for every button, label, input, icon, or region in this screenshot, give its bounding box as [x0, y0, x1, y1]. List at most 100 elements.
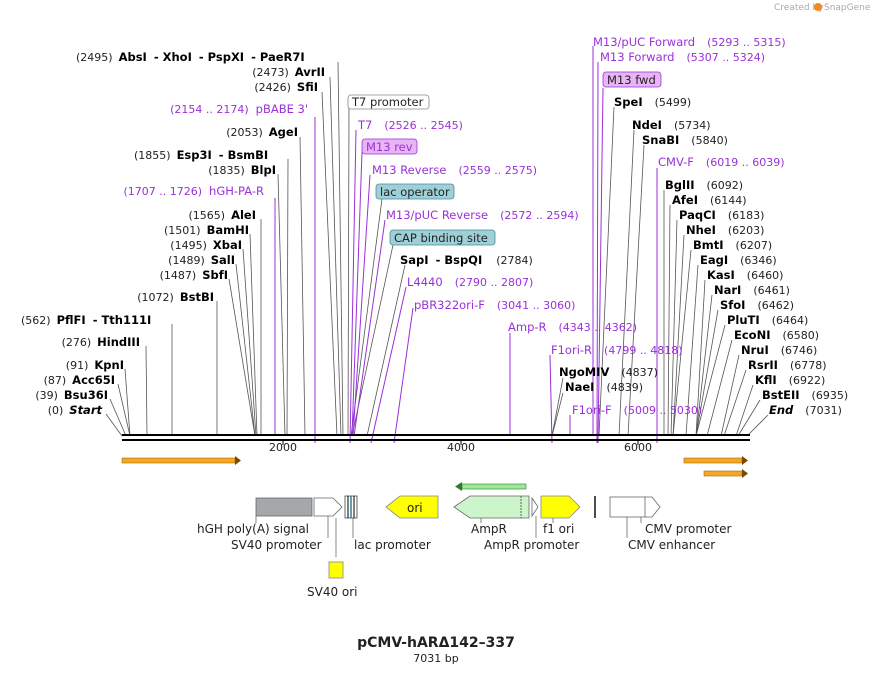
- ori-label: ori: [407, 501, 423, 515]
- sv40-ori-feature: [328, 561, 344, 579]
- primer-pbr322ori-f[interactable]: pBR322ori-F (3041 .. 3060): [414, 298, 575, 312]
- f1-ori-label: f1 ori: [543, 522, 574, 536]
- primer-m13puc-forward[interactable]: M13/pUC Forward (5293 .. 5315): [593, 35, 786, 49]
- primer-m13-reverse[interactable]: M13 Reverse (2559 .. 2575): [372, 163, 537, 177]
- site-avrii[interactable]: (2473) AvrII: [252, 65, 325, 79]
- features-row: [255, 495, 661, 579]
- ruler-ticks: [282, 441, 639, 445]
- site-ngomiv[interactable]: NgoMIV (4837): [559, 365, 658, 379]
- f1-ori-feature: [540, 495, 581, 519]
- hgh-polya-label: hGH poly(A) signal: [197, 522, 309, 536]
- t7-promoter-box[interactable]: [347, 94, 430, 110]
- t7-promoter-label: T7 promoter: [351, 95, 424, 109]
- site-agei[interactable]: (2053) AgeI: [226, 125, 298, 139]
- site-pluti[interactable]: PluTI (6464): [727, 313, 808, 327]
- m13-fwd-label: M13 fwd: [607, 73, 656, 87]
- backbone: [122, 434, 750, 441]
- site-kpni[interactable]: (91) KpnI: [66, 358, 124, 372]
- site-ndei[interactable]: NdeI (5734): [632, 118, 711, 132]
- primer-amp-r[interactable]: Amp-R (4343 .. 4362): [508, 320, 637, 334]
- cap-site-box[interactable]: [389, 229, 496, 246]
- site-kfli[interactable]: KflI (6922): [755, 373, 825, 387]
- site-kasi[interactable]: KasI (6460): [707, 268, 783, 282]
- orf-arrows: [121, 456, 748, 491]
- plasmid-title: pCMV-hARΔ142–337: [357, 635, 515, 651]
- credit-text: Created by: [774, 3, 824, 13]
- site-pflfi[interactable]: (562) PflFI - Tth111I: [21, 313, 151, 327]
- site-esp3i[interactable]: (1855) Esp3I - BsmBI: [134, 148, 268, 162]
- site-sfii[interactable]: (2426) SfiI: [254, 80, 318, 94]
- site-naei[interactable]: NaeI (4839): [565, 380, 643, 394]
- cmv-promoter-feature: [644, 496, 661, 518]
- site-xbai[interactable]: (1495) XbaI: [170, 238, 242, 252]
- lac-operator-label: lac operator: [380, 185, 450, 199]
- snapgene-logo-icon: [814, 3, 822, 11]
- primer-pbabe3[interactable]: (2154 .. 2174) pBABE 3': [170, 102, 308, 116]
- site-afei[interactable]: AfeI (6144): [672, 193, 747, 207]
- site-spei[interactable]: SpeI (5499): [614, 95, 691, 109]
- primer-f1ori-f[interactable]: F1ori-F (5009 .. 5030): [572, 403, 702, 417]
- ampr-feature: [453, 495, 530, 519]
- site-bsteii[interactable]: BstEII (6935): [762, 388, 848, 402]
- sv40-promoter-feature: [313, 497, 343, 517]
- m13-rev-label: M13 rev: [366, 140, 413, 154]
- brand-text: SnapGene: [824, 3, 871, 13]
- cmv-promoter-label: CMV promoter: [645, 522, 732, 536]
- primer-t7[interactable]: T7 (2526 .. 2545): [357, 118, 463, 132]
- lac-operator-box[interactable]: [375, 183, 455, 200]
- site-sapi[interactable]: SapI - BspQI (2784): [400, 253, 533, 267]
- primer-hgh-pa-r[interactable]: (1707 .. 1726) hGH-PA-R: [123, 184, 264, 198]
- m13-fwd-box[interactable]: [602, 71, 662, 88]
- site-bsu36i[interactable]: (39) Bsu36I: [35, 388, 108, 402]
- feature-leaders: [255, 516, 642, 557]
- site-sali[interactable]: (1489) SalI: [168, 253, 235, 267]
- site-snabi[interactable]: SnaBI (5840): [642, 133, 728, 147]
- site-blpi[interactable]: (1835) BlpI: [208, 163, 276, 177]
- site-bamhi[interactable]: (1501) BamHI: [164, 223, 249, 237]
- primer-cmv-f[interactable]: CMV-F (6019 .. 6039): [658, 155, 784, 169]
- site-eagi[interactable]: EagI (6346): [700, 253, 777, 267]
- site-econi[interactable]: EcoNI (6580): [734, 328, 819, 342]
- site-rsrii[interactable]: RsrII (6778): [748, 358, 827, 372]
- site-connectors: [105, 61, 769, 437]
- site-bglii[interactable]: BglII (6092): [665, 178, 743, 192]
- plasmid-length: 7031 bp: [413, 652, 458, 665]
- primer-connectors: [274, 46, 658, 444]
- site-sfoi[interactable]: SfoI (6462): [720, 298, 794, 312]
- site-absi[interactable]: (2495) AbsI - XhoI - PspXI - PaeR7I: [76, 50, 305, 64]
- left-sites: (2495) AbsI - XhoI - PspXI - PaeR7I (2473) Av…: [21, 50, 325, 417]
- site-paqci[interactable]: PaqCI (6183): [679, 208, 764, 222]
- ampr-promoter-feature: [531, 496, 539, 518]
- primer-m13-forward[interactable]: M13 Forward (5307 .. 5324): [600, 50, 765, 64]
- site-sbfi[interactable]: (1487) SbfI: [160, 268, 228, 282]
- site-start[interactable]: (0) Start: [48, 403, 103, 417]
- site-bmti[interactable]: BmtI (6207): [693, 238, 772, 252]
- right-sites: SpeI (5499) NdeI (5734) SnaBI (5840) CMV-F(…: [614, 95, 848, 417]
- lac-promoter-label: lac promoter: [354, 538, 431, 552]
- site-hindiii[interactable]: (276) HindIII: [62, 335, 140, 349]
- sv40-ori-label: SV40 ori: [307, 585, 358, 599]
- ruler-label-6000: 6000: [624, 441, 652, 454]
- site-nrui[interactable]: NruI (6746): [741, 343, 817, 357]
- primer-f1ori-r[interactable]: F1ori-R (4799 .. 4818): [551, 343, 683, 357]
- ruler-label-4000: 4000: [447, 441, 475, 454]
- cap-site-label: CAP binding site: [394, 231, 488, 245]
- site-nhei[interactable]: NheI (6203): [686, 223, 764, 237]
- ampr-promoter-label: AmpR promoter: [484, 538, 579, 552]
- sv40-promoter-label: SV40 promoter: [231, 538, 322, 552]
- primer-m13puc-reverse[interactable]: M13/pUC Reverse (2572 .. 2594): [386, 208, 579, 222]
- ori-feature: [385, 495, 439, 519]
- m13-rev-box[interactable]: [361, 138, 418, 155]
- site-acc65i[interactable]: (87) Acc65I: [44, 373, 115, 387]
- ampr-label: AmpR: [471, 522, 507, 536]
- site-alei[interactable]: (1565) AleI: [189, 208, 257, 222]
- site-bstbi[interactable]: (1072) BstBI: [137, 290, 214, 304]
- primer-l4440[interactable]: L4440 (2790 .. 2807): [407, 275, 533, 289]
- cmv-enhancer-feature: [609, 496, 647, 518]
- ruler-label-2000: 2000: [269, 441, 297, 454]
- site-nari[interactable]: NarI (6461): [714, 283, 790, 297]
- cmv-enhancer-label: CMV enhancer: [628, 538, 715, 552]
- site-end[interactable]: End (7031): [769, 403, 842, 417]
- hgh-polya-feature: [255, 497, 313, 517]
